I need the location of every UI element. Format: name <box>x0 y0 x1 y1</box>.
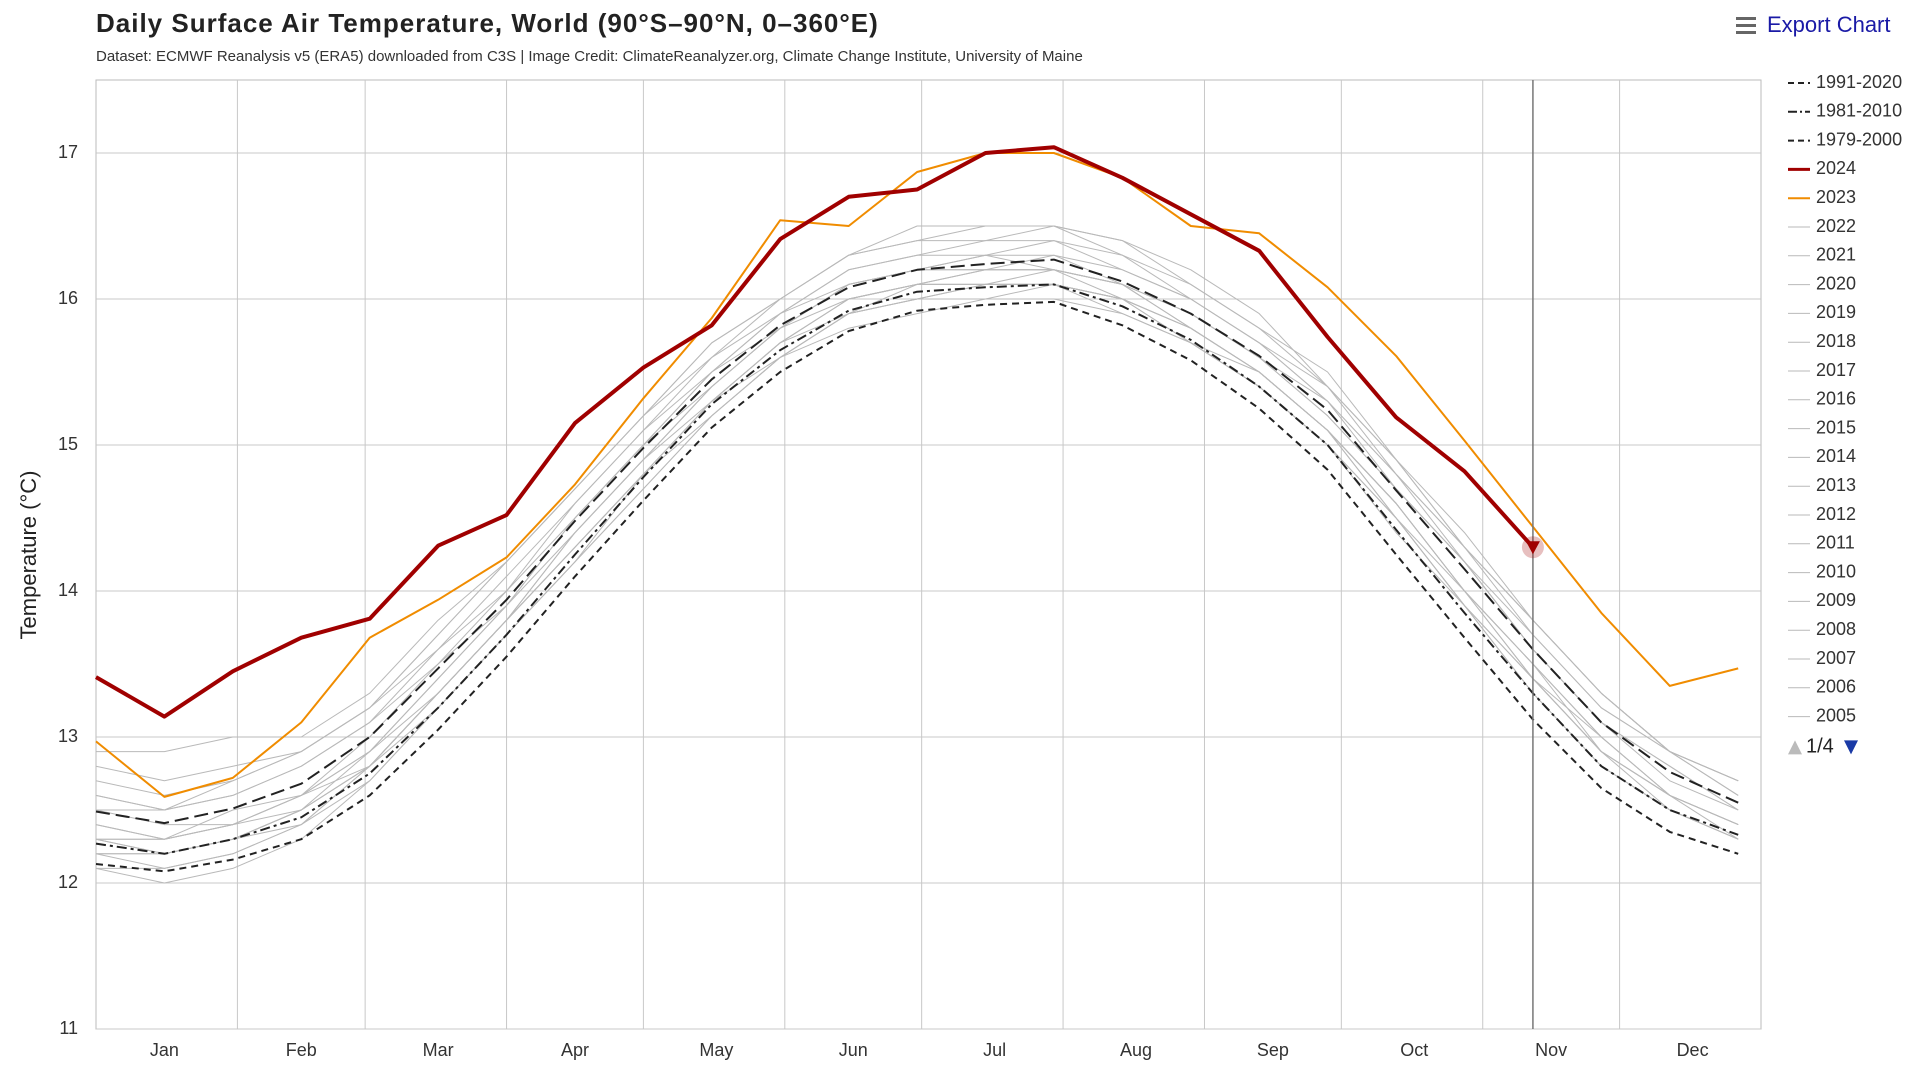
legend-label: 2016 <box>1816 389 1856 409</box>
legend-label: 2022 <box>1816 216 1856 236</box>
legend-label: 2006 <box>1816 677 1856 697</box>
x-tick-label: May <box>699 1040 733 1060</box>
series-line <box>95 258 1739 825</box>
legend-label: 2011 <box>1816 533 1855 553</box>
legend-item[interactable]: 2005 <box>1788 705 1856 725</box>
x-tick-label: Jan <box>150 1040 179 1060</box>
y-tick-label: 14 <box>58 580 78 600</box>
legend-label: 2017 <box>1816 360 1856 380</box>
legend-item[interactable]: 2009 <box>1788 590 1856 610</box>
menu-icon-bar <box>1736 17 1756 20</box>
legend-item[interactable]: 1981-2010 <box>1788 101 1902 121</box>
legend-label: 1979-2000 <box>1816 129 1902 149</box>
legend-item[interactable]: 2007 <box>1788 648 1856 668</box>
legend-item[interactable]: 2018 <box>1788 331 1856 351</box>
x-tick-label: Nov <box>1535 1040 1567 1060</box>
legend-item[interactable]: 2023 <box>1788 187 1856 207</box>
x-tick-label: Feb <box>286 1040 317 1060</box>
legend-label: 2005 <box>1816 705 1856 725</box>
y-tick-label: 16 <box>58 288 78 308</box>
x-tick-label: Mar <box>423 1040 454 1060</box>
legend-label: 2014 <box>1816 446 1856 466</box>
series-line <box>94 145 1535 719</box>
x-tick-label: Apr <box>561 1040 589 1060</box>
y-tick-label: 15 <box>58 434 78 454</box>
chart-subtitle: Dataset: ECMWF Reanalysis v5 (ERA5) down… <box>96 48 1083 65</box>
legend-item[interactable]: 2012 <box>1788 504 1856 524</box>
legend-item[interactable]: 2022 <box>1788 216 1856 236</box>
series-line <box>95 152 1739 798</box>
series-line <box>95 240 1739 811</box>
x-tick-label: Aug <box>1120 1040 1152 1060</box>
legend-label: 2010 <box>1816 561 1856 581</box>
series-line <box>95 300 1739 873</box>
x-tick-label: Sep <box>1257 1040 1289 1060</box>
legend-label: 2015 <box>1816 417 1856 437</box>
x-tick-label: Jun <box>839 1040 868 1060</box>
legend-item[interactable]: 2024 <box>1788 158 1856 178</box>
y-axis-title: Temperature (°C) <box>16 471 41 640</box>
legend-label: 1981-2010 <box>1816 101 1902 121</box>
legend-item[interactable]: 1979-2000 <box>1788 129 1902 149</box>
chart-title: Daily Surface Air Temperature, World (90… <box>96 8 879 38</box>
export-chart-button[interactable]: Export Chart <box>1767 12 1891 37</box>
y-tick-label: 17 <box>58 142 78 162</box>
legend-label: 1991-2020 <box>1816 72 1902 92</box>
legend-item[interactable]: 2015 <box>1788 417 1856 437</box>
legend-label: 2009 <box>1816 590 1856 610</box>
legend-item[interactable]: 2017 <box>1788 360 1856 380</box>
legend-item[interactable]: 2020 <box>1788 273 1856 293</box>
pager-down[interactable] <box>1844 740 1858 755</box>
legend-item[interactable]: 2016 <box>1788 389 1856 409</box>
lines <box>94 80 1739 1029</box>
legend-item[interactable]: 2006 <box>1788 677 1856 697</box>
axes: 11 12 13 14 15 16 17 Jan Feb Mar Apr May Jun Jul Aug Se… <box>58 142 1709 1060</box>
plot-area <box>95 79 1762 1030</box>
series-line <box>95 283 1739 855</box>
y-tick-label: 11 <box>59 1018 78 1038</box>
menu-icon-bar <box>1736 31 1756 34</box>
y-tick-label: 13 <box>58 726 78 746</box>
legend-label: 2020 <box>1816 273 1856 293</box>
legend-item[interactable]: 2013 <box>1788 475 1856 495</box>
legend-label: 2024 <box>1816 158 1856 178</box>
legend-item[interactable]: 2011 <box>1788 533 1855 553</box>
legend-item[interactable]: 2019 <box>1788 302 1856 322</box>
legend-label: 2007 <box>1816 648 1856 668</box>
grid <box>95 79 1762 1030</box>
legend-page: 1/4 <box>1806 736 1834 758</box>
x-tick-label: Oct <box>1400 1040 1428 1060</box>
x-tick-label: Dec <box>1677 1040 1709 1060</box>
legend-label: 2013 <box>1816 475 1856 495</box>
legend-label: 2018 <box>1816 331 1856 351</box>
export-menu[interactable]: Export Chart <box>1736 12 1891 37</box>
menu-icon-bar <box>1736 24 1756 27</box>
legend-label: 2019 <box>1816 302 1856 322</box>
legend: 1991-2020 1981-2010 1979-2000 2024 2023 2022 2… <box>1788 72 1902 758</box>
legend-label: 2008 <box>1816 619 1856 639</box>
legend-item[interactable]: 1991-2020 <box>1788 72 1902 92</box>
legend-item[interactable]: 2014 <box>1788 446 1856 466</box>
pager-up[interactable] <box>1788 740 1802 755</box>
legend-item[interactable]: 2021 <box>1788 245 1856 265</box>
legend-label: 2023 <box>1816 187 1856 207</box>
x-tick-label: Jul <box>983 1040 1006 1060</box>
legend-label: 2021 <box>1816 245 1856 265</box>
legend-item[interactable]: 2008 <box>1788 619 1856 639</box>
legend-label: 2012 <box>1816 504 1856 524</box>
legend-item[interactable]: 2010 <box>1788 561 1856 581</box>
y-tick-label: 12 <box>58 872 78 892</box>
latest-marker <box>1525 541 1540 555</box>
